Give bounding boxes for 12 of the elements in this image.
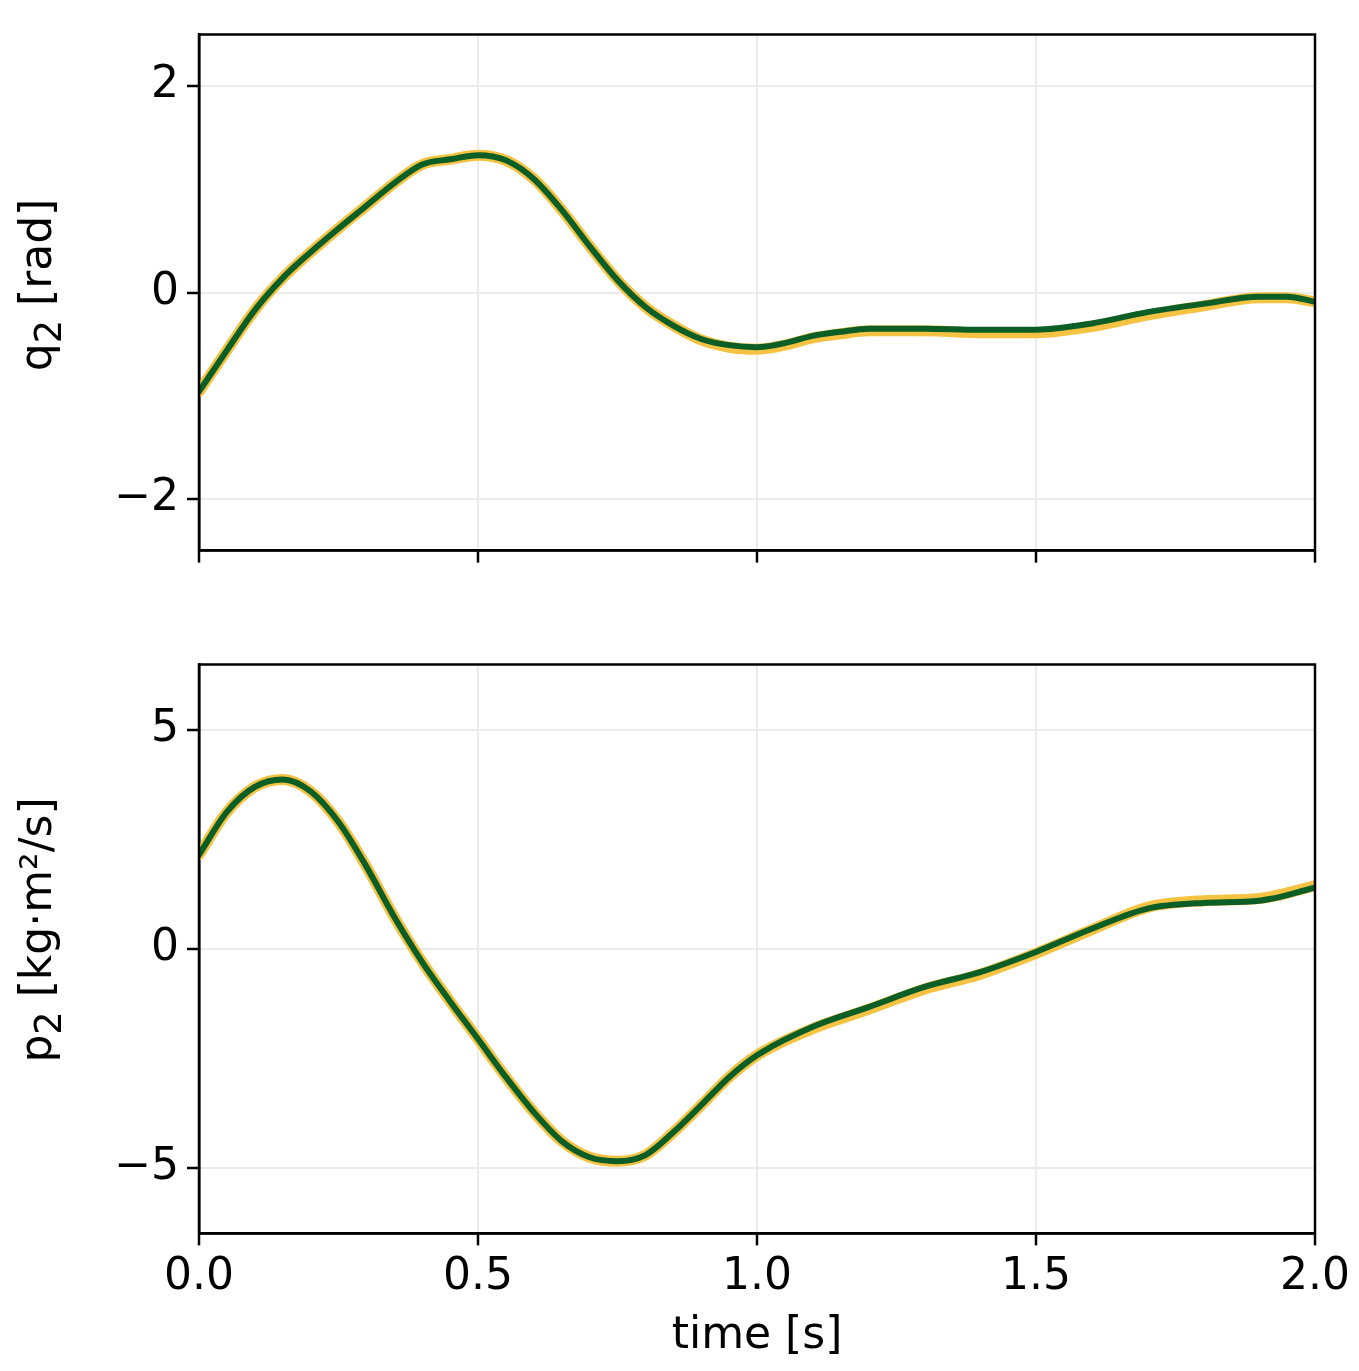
x-axis-title: time [s]	[671, 1307, 843, 1359]
y-tick-label: −2	[114, 469, 179, 521]
y-tick-label: 0	[151, 919, 179, 971]
x-tick-label: 1.5	[1001, 1248, 1071, 1300]
y-tick-label: 5	[151, 700, 179, 752]
y-tick-label: 2	[151, 56, 179, 108]
x-tick-label: 0.5	[443, 1248, 513, 1300]
x-tick-label: 1.0	[722, 1248, 792, 1300]
x-tick-label: 2.0	[1280, 1248, 1350, 1300]
x-tick-label: 0.0	[164, 1248, 234, 1300]
y-tick-label: 0	[151, 262, 179, 314]
y-tick-label: −5	[114, 1138, 179, 1190]
